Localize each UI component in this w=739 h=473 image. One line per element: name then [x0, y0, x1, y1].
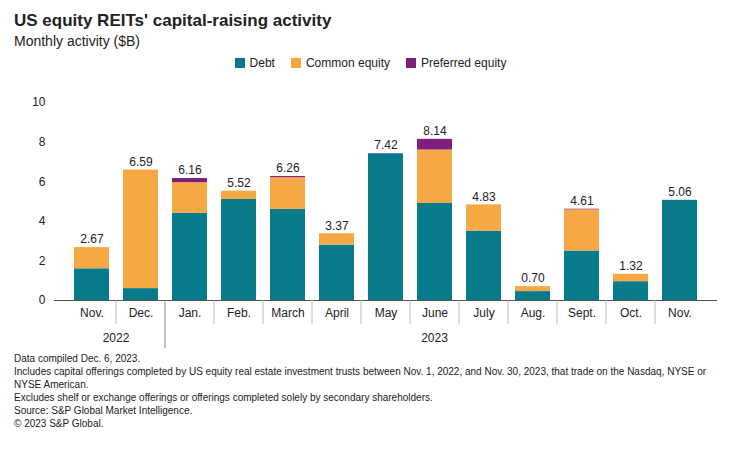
svg-text:7.42: 7.42 [374, 138, 398, 152]
svg-text:10: 10 [32, 95, 46, 109]
svg-text:Oct.: Oct. [620, 306, 642, 320]
svg-text:4: 4 [39, 214, 46, 228]
html-text:Monthly activity ($B): Monthly activity ($B) [14, 33, 140, 49]
svg-text:Jan.: Jan. [179, 306, 202, 320]
svg-text:Nov.: Nov. [80, 306, 104, 320]
html-text:Includes capital offerings com: Includes capital offerings completed by … [14, 366, 707, 390]
svg-text:Dec.: Dec. [129, 306, 154, 320]
svg-text:July: July [473, 306, 494, 320]
svg-text:6: 6 [39, 175, 46, 189]
svg-text:4.83: 4.83 [472, 190, 496, 204]
svg-text:2022: 2022 [103, 331, 130, 345]
svg-text:June: June [422, 306, 448, 320]
svg-text:0: 0 [39, 293, 46, 307]
svg-text:2023: 2023 [421, 331, 448, 345]
html-text:Preferred equity: Preferred equity [421, 56, 507, 70]
svg-text:Feb.: Feb. [227, 306, 251, 320]
html-text:Common equity: Common equity [306, 56, 390, 70]
svg-text:6.26: 6.26 [276, 161, 300, 175]
html-text:Source: S&P Global Market Inte: Source: S&P Global Market Intelligence. [14, 405, 193, 416]
html-text:© 2023 S&P Global.: © 2023 S&P Global. [14, 418, 104, 429]
html-text:Debt: Debt [249, 56, 275, 70]
svg-text:2.67: 2.67 [80, 232, 104, 246]
svg-text:April: April [325, 306, 349, 320]
svg-text:4.61: 4.61 [570, 194, 594, 208]
svg-text:Nov.: Nov. [668, 306, 692, 320]
svg-text:1.32: 1.32 [619, 259, 643, 273]
svg-text:8: 8 [39, 135, 46, 149]
svg-text:3.37: 3.37 [325, 219, 349, 233]
svg-text:2: 2 [39, 254, 46, 268]
svg-text:5.06: 5.06 [668, 185, 692, 199]
svg-text:8.14: 8.14 [423, 124, 447, 138]
html-text:Data compiled Dec. 6, 2023.: Data compiled Dec. 6, 2023. [14, 353, 141, 364]
svg-text:March: March [271, 306, 304, 320]
svg-text:6.16: 6.16 [178, 163, 202, 177]
svg-text:5.52: 5.52 [227, 176, 251, 190]
svg-text:6.59: 6.59 [129, 155, 153, 169]
svg-text:0.70: 0.70 [521, 271, 545, 285]
svg-text:Sept.: Sept. [568, 306, 596, 320]
svg-text:May: May [375, 306, 398, 320]
svg-text:Aug.: Aug. [521, 306, 546, 320]
html-text:US equity REITs' capital-raisi: US equity REITs' capital-raising activit… [14, 11, 332, 30]
html-text:Excludes shelf or exchange off: Excludes shelf or exchange offerings or … [14, 392, 433, 403]
